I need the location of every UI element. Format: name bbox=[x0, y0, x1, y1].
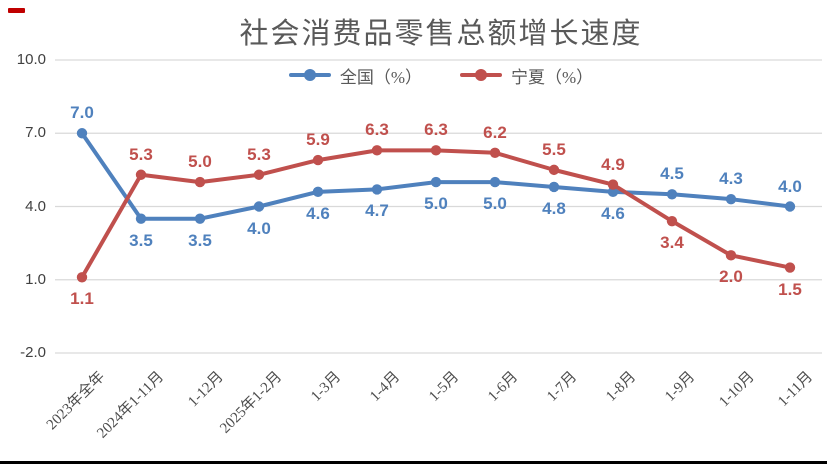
data-point-marker bbox=[194, 176, 206, 188]
data-point-marker bbox=[430, 176, 442, 188]
data-label: 6.3 bbox=[424, 120, 448, 140]
legend-entry-national: 全国（%） bbox=[288, 63, 422, 88]
corner-dash-mark bbox=[8, 8, 25, 13]
data-point-marker bbox=[489, 147, 501, 158]
legend-label: 全国（%） bbox=[339, 67, 422, 87]
legend-line-marker-icon bbox=[460, 73, 502, 77]
data-label: 5.9 bbox=[306, 130, 330, 150]
data-point-marker bbox=[725, 250, 737, 261]
data-point-marker bbox=[430, 145, 442, 156]
data-point-marker bbox=[784, 201, 796, 212]
data-label: 4.7 bbox=[365, 201, 389, 221]
data-point-marker bbox=[784, 262, 796, 273]
data-point-marker bbox=[607, 186, 619, 198]
y-axis-tick-label: 1.0 bbox=[25, 270, 46, 288]
data-point-marker bbox=[371, 145, 383, 156]
data-point-marker bbox=[76, 272, 88, 283]
data-point-marker bbox=[312, 154, 324, 166]
data-label: 5.5 bbox=[542, 139, 566, 159]
data-label: 4.3 bbox=[719, 169, 743, 189]
data-point-marker bbox=[725, 193, 737, 205]
chart-title: 社会消费品零售总额增长速度 bbox=[239, 18, 643, 50]
data-label: 4.0 bbox=[247, 218, 271, 238]
legend-label: 宁夏（%） bbox=[511, 67, 594, 87]
data-label: 3.5 bbox=[129, 230, 153, 250]
data-point-marker bbox=[666, 189, 678, 200]
data-label: 6.2 bbox=[483, 122, 507, 142]
data-label: 5.0 bbox=[483, 194, 507, 214]
data-label: 4.9 bbox=[601, 154, 625, 174]
data-point-marker bbox=[194, 213, 206, 224]
y-axis-tick-label: 10.0 bbox=[16, 51, 46, 68]
data-point-marker bbox=[76, 128, 88, 139]
data-point-marker bbox=[371, 184, 383, 195]
data-point-marker bbox=[548, 164, 560, 176]
data-label: 1.1 bbox=[70, 289, 94, 309]
data-label: 7.0 bbox=[70, 103, 94, 123]
data-point-marker bbox=[607, 179, 619, 190]
data-label: 4.6 bbox=[306, 203, 330, 223]
data-point-marker bbox=[253, 201, 265, 212]
data-label: 3.5 bbox=[188, 230, 212, 250]
data-label: 6.3 bbox=[365, 120, 389, 140]
data-label: 1.5 bbox=[778, 279, 802, 299]
data-label: 5.3 bbox=[129, 144, 153, 164]
data-point-marker bbox=[489, 176, 501, 188]
legend: 全国（%） 宁夏（%） bbox=[55, 62, 827, 88]
legend-line-marker-icon bbox=[288, 73, 331, 77]
y-axis-tick-label: -2.0 bbox=[20, 344, 46, 361]
legend-entry-ningxia: 宁夏（%） bbox=[460, 63, 593, 88]
y-axis-tick-label: 4.0 bbox=[25, 197, 46, 215]
bottom-edge-bar bbox=[0, 461, 827, 464]
data-label: 2.0 bbox=[719, 267, 743, 287]
data-point-marker bbox=[253, 169, 265, 180]
data-label: 5.3 bbox=[247, 144, 271, 164]
data-label: 4.6 bbox=[601, 203, 625, 223]
data-label: 4.0 bbox=[778, 176, 802, 196]
data-label: 5.0 bbox=[424, 194, 448, 214]
data-point-marker bbox=[666, 215, 678, 227]
data-point-marker bbox=[548, 181, 560, 193]
data-label: 3.4 bbox=[660, 233, 684, 253]
y-axis-tick-label: 7.0 bbox=[25, 124, 46, 142]
data-point-marker bbox=[135, 169, 147, 180]
data-point-marker bbox=[135, 213, 147, 224]
data-label: 5.0 bbox=[188, 152, 212, 172]
data-label: 4.5 bbox=[660, 164, 684, 184]
data-point-marker bbox=[312, 186, 324, 198]
data-label: 4.8 bbox=[542, 198, 566, 218]
